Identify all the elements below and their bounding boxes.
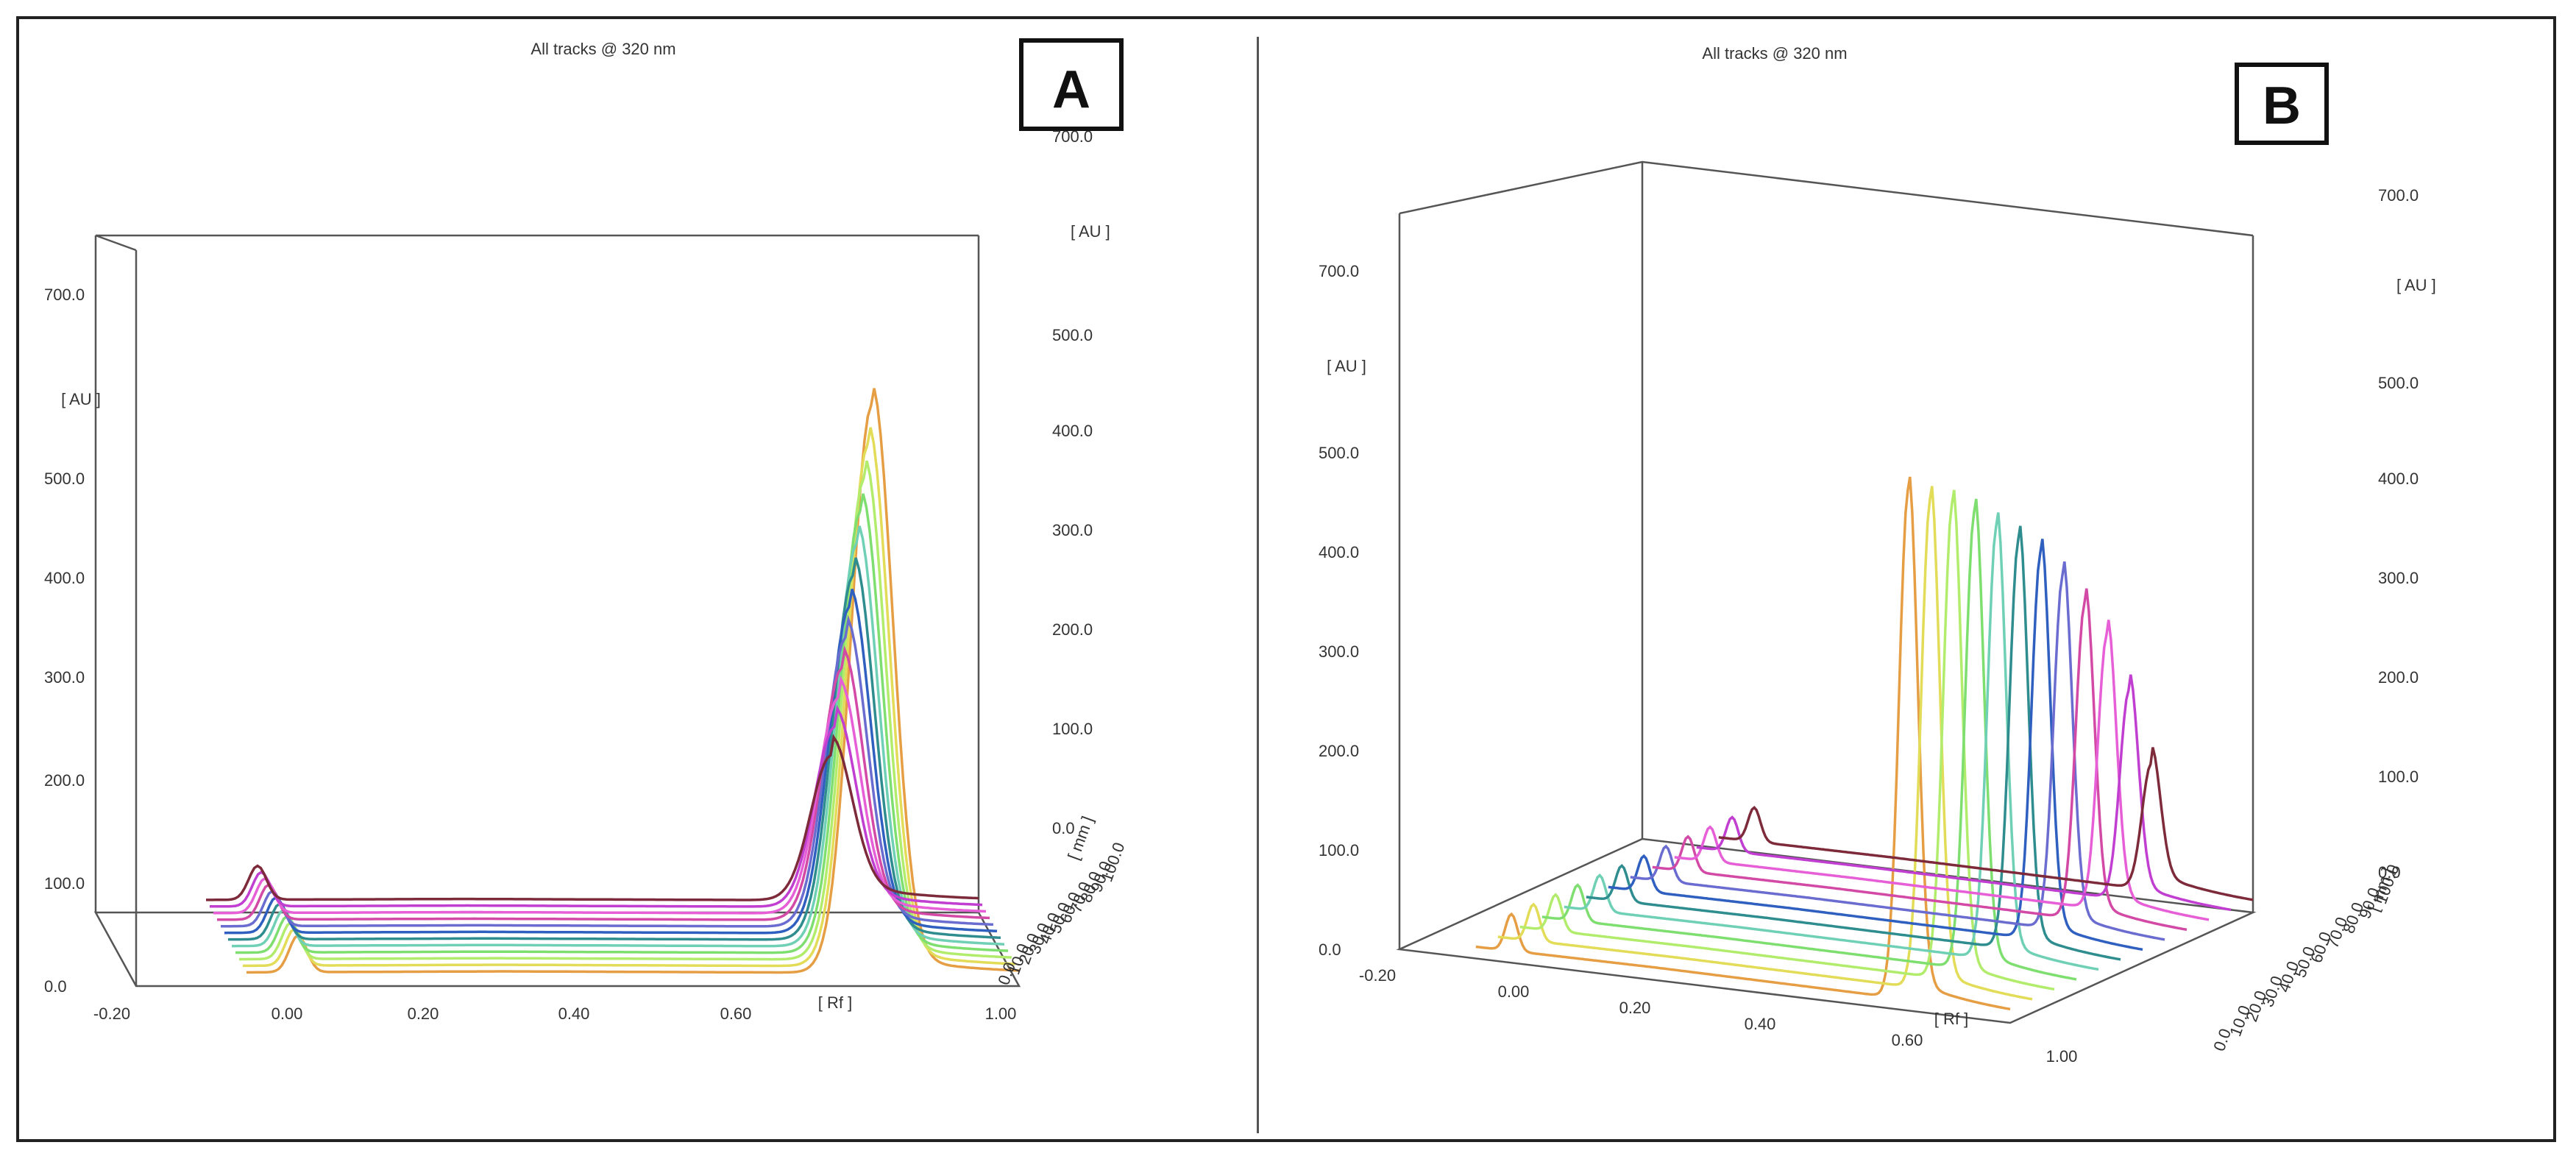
y-tick-left-a: 200.0	[44, 771, 85, 790]
y-tick-left-b: 300.0	[1319, 642, 1359, 661]
y-tick-right-b: 400.0	[2378, 469, 2419, 488]
trace-b-10	[1519, 489, 2055, 991]
y-tick-left-a: 100.0	[44, 874, 85, 893]
y-tick-right-b: 700.0	[2378, 186, 2419, 205]
y-tick-left-a: 400.0	[44, 569, 85, 587]
y-axis-label-right-b: [ AU ]	[2396, 276, 2436, 294]
y-tick-right-a: 200.0	[1052, 620, 1093, 639]
trace-b-6	[1608, 539, 2143, 951]
axis-box-a	[93, 234, 1021, 988]
panel-label-a: A	[1052, 60, 1090, 119]
trace-b-1	[1718, 747, 2254, 901]
trace-a-10	[239, 460, 1012, 961]
trace-a-11	[243, 427, 1016, 968]
panel-label-b: B	[2263, 77, 2301, 135]
figure-frame	[16, 16, 2556, 1142]
plot-area-a: 0.0 100.0 200.0 300.0 400.0 500.0 700.0 0.0 100.…	[44, 127, 1129, 1023]
axis-box-b	[1396, 160, 2257, 1024]
y-tick-left-a: 300.0	[44, 668, 85, 687]
y-tick-right-a: 400.0	[1052, 422, 1093, 440]
trace-a-7	[228, 557, 1001, 941]
trace-b-8	[1564, 512, 2099, 971]
chart-title-b: All tracks @ 320 nm	[1702, 44, 1847, 63]
y-tick-left-a: 0.0	[44, 977, 67, 996]
trace-a-12	[246, 388, 1020, 974]
y-axis-label-left-b: [ AU ]	[1327, 357, 1366, 375]
x-tick-a: 1.00	[985, 1004, 1017, 1023]
y-tick-right-a: 500.0	[1052, 326, 1093, 344]
y-tick-left-b: 0.0	[1319, 940, 1341, 959]
y-tick-right-b: 100.0	[2378, 768, 2419, 786]
trace-a-9	[235, 493, 1009, 954]
chart-panel-a: All tracks @ 320 nm A 0.0 100.0 200.0 300.0…	[44, 38, 1129, 1023]
plot-area-b: 0.0 100.0 200.0 300.0 400.0 500.0 700.0 0.0 100.…	[1319, 160, 2436, 1066]
y-tick-left-b: 700.0	[1319, 262, 1359, 280]
trace-a-1	[206, 734, 979, 901]
x-tick-b: 0.00	[1498, 982, 1530, 1001]
trace-b-9	[1541, 498, 2077, 981]
y-tick-right-a: 0.0	[1052, 819, 1075, 837]
trace-a-5	[221, 614, 994, 928]
y-tick-left-a: 500.0	[44, 469, 85, 488]
trace-b-7	[1586, 525, 2121, 961]
y-axis-label-right-a: [ AU ]	[1071, 222, 1110, 241]
y-tick-right-a: 700.0	[1052, 127, 1093, 146]
x-tick-a: -0.20	[93, 1004, 130, 1023]
panel-label-box-a	[1019, 38, 1124, 131]
y-tick-left-b: 500.0	[1319, 444, 1359, 462]
trace-a-4	[216, 645, 990, 921]
x-axis-label-a: [ Rf ]	[818, 993, 852, 1012]
y-tick-right-b: 0.0	[2378, 863, 2401, 882]
x-tick-b: 0.60	[1892, 1031, 1923, 1049]
x-tick-a: 0.60	[720, 1004, 752, 1023]
x-tick-a: 0.00	[272, 1004, 303, 1023]
trace-a-2	[210, 704, 983, 908]
y-tick-left-a: 700.0	[44, 286, 85, 304]
x-tick-b: -0.20	[1359, 966, 1396, 985]
y-tick-right-b: 500.0	[2378, 374, 2419, 392]
y-tick-right-a: 100.0	[1052, 720, 1093, 738]
y-tick-left-b: 100.0	[1319, 841, 1359, 859]
trace-b-5	[1630, 561, 2165, 941]
x-tick-b: 0.40	[1745, 1015, 1776, 1033]
x-tick-a: 0.40	[558, 1004, 590, 1023]
chart-panel-b: All tracks @ 320 nm B 0.0 100.0 200.0 300.0…	[1319, 44, 2436, 1066]
panel-divider	[1257, 37, 1259, 1133]
trace-a-3	[213, 675, 987, 915]
y-tick-right-b: 200.0	[2378, 668, 2419, 687]
y-tick-right-b: 300.0	[2378, 569, 2419, 587]
trace-b-4	[1652, 588, 2188, 932]
trace-b-11	[1497, 486, 2033, 1001]
y-tick-left-b: 200.0	[1319, 742, 1359, 760]
x-tick-a: 0.20	[408, 1004, 439, 1023]
x-axis-label-b: [ Rf ]	[1934, 1010, 1968, 1028]
y-tick-right-a: 300.0	[1052, 521, 1093, 539]
trace-a-8	[232, 525, 1005, 948]
panel-label-box-b	[2235, 63, 2329, 145]
y-axis-label-left-a: [ AU ]	[61, 390, 101, 408]
trace-b-12	[1475, 476, 2011, 1011]
x-tick-b: 1.00	[2046, 1047, 2078, 1066]
x-tick-b: 0.20	[1619, 999, 1651, 1017]
y-tick-left-b: 400.0	[1319, 543, 1359, 561]
chart-title-a: All tracks @ 320 nm	[531, 40, 675, 58]
trace-a-6	[224, 588, 998, 935]
trace-b-3	[1674, 620, 2210, 921]
